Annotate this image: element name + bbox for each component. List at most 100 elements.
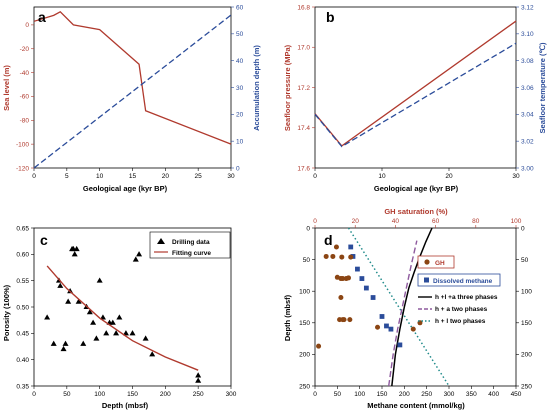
panel-d-xtick-label: 350 (466, 391, 477, 398)
panel-c-data-point (57, 282, 64, 288)
panel-d-xtick-label: 150 (377, 391, 388, 398)
panel-b-chart: 0 10 20 30 16.8 17.0 17.2 17.4 17.6 3.00 3.02 3.04 3… (297, 4, 534, 180)
panel-c-data-point (116, 314, 123, 320)
panel-c-ytick-label: 0.35 (16, 383, 29, 390)
panel-d-hl-line (347, 227, 450, 387)
panel-c-xtick-label: 150 (127, 391, 138, 398)
panel-d-xtick-label: 100 (354, 391, 365, 398)
panel-d-xlabel-top: GH saturation (%) (384, 207, 448, 216)
panel-d-dissolved-point (397, 342, 403, 348)
panel-c-data-point (75, 298, 82, 304)
panel-c-xtick-label: 200 (160, 391, 171, 398)
panel-a-xtick-label: 0 (32, 173, 36, 180)
panel-c-data-point (109, 319, 116, 325)
panel-b-ytick-label: 3.12 (521, 4, 534, 11)
panel-d-ha-line (388, 240, 418, 387)
panel-d-ytick-label: 0 (306, 225, 310, 232)
panel-c-data-point (149, 351, 156, 357)
panel-c-data-point (62, 340, 69, 346)
panel-d-dissolved-point (348, 244, 354, 250)
panel-d-top-tick-label: 100 (511, 218, 522, 225)
panel-c-xtick-label: 0 (32, 391, 36, 398)
panel-c-data-point (122, 330, 129, 336)
panel-d-xtick-label: 200 (399, 391, 410, 398)
panel-b-ytick-label: 17.2 (297, 85, 310, 92)
panel-a-xtick-label: 20 (162, 173, 170, 180)
panel-d-dissolved-point (379, 314, 385, 319)
panel-b-ytick-label: 3.08 (521, 58, 534, 65)
panel-a-ytick-label: -100 (16, 141, 29, 148)
panel-d-ytick-label: 50 (303, 257, 311, 264)
panel-a-ytick-label: -120 (16, 165, 29, 172)
panel-c-xtick-label: 50 (63, 391, 71, 398)
panel-c-data-point (44, 314, 51, 320)
legend-c-drilling: Drilling data (172, 239, 210, 246)
panel-c-ytick-label: 0.40 (16, 357, 29, 364)
panel-d-top-tick-label: 80 (472, 218, 480, 225)
panel-a-ytick-label: -40 (20, 70, 30, 77)
panel-c-data-point (136, 251, 143, 257)
panel-d-ytick-label: 50 (521, 257, 529, 264)
panel-b-xtick-label: 20 (445, 173, 453, 180)
panel-c-ytick-label: 0.65 (16, 225, 29, 232)
panel-d-ytick-label: 100 (299, 289, 310, 296)
panel-d-xtick-label: 0 (313, 391, 317, 398)
panel-a-xlabel: Geological age (kyr BP) (83, 184, 168, 193)
panel-a-xtick-label: 15 (129, 173, 137, 180)
panel-b-letter: b (326, 9, 335, 25)
panel-d-three-phase-line (391, 227, 433, 387)
panel-a-ytick-label: 40 (236, 58, 244, 65)
panel-a-ylabel-left: Sea level (m) (2, 65, 11, 111)
panel-a-ytick-label: 10 (236, 138, 244, 145)
panel-d-gh-point (346, 275, 351, 281)
panel-a-ytick-label: -80 (20, 118, 30, 125)
panel-d-dissolved-point (370, 295, 376, 300)
panel-c-data-point (60, 345, 67, 352)
panel-d-gh-point (347, 317, 353, 323)
panel-b-ytick-label: 17.4 (297, 125, 310, 132)
panel-d-gh-point (330, 253, 336, 259)
panel-c-xtick-label: 250 (193, 391, 204, 398)
panel-d-dissolved-point (359, 276, 365, 281)
panel-d-gh-point (348, 254, 354, 260)
panel-d-xtick-label: 450 (511, 391, 522, 398)
panel-c-ytick-label: 0.60 (16, 252, 29, 259)
panel-c-xtick-label: 100 (94, 391, 105, 398)
panel-a-ytick-label: -60 (20, 94, 30, 101)
panel-c-data-point (195, 377, 202, 383)
panel-d-ytick-label: 100 (521, 289, 532, 296)
panel-a-ytick-label: 50 (236, 31, 244, 38)
panel-d-gh-point (340, 276, 346, 282)
panel-c-letter: c (40, 232, 48, 248)
panel-c-data-point (71, 251, 78, 257)
panel-c-data-point (129, 330, 136, 336)
panel-b-xtick-label: 0 (313, 173, 317, 180)
panel-d-ytick-label: 250 (299, 383, 310, 390)
panel-b-ylabel-left: Seafloor pressure (MPa) (283, 44, 292, 131)
panel-d-letter: d (324, 232, 333, 248)
panel-d-dissolved-point (388, 326, 394, 332)
panel-d-frame (314, 227, 517, 387)
panel-d-ylabel: Depth (mbsf) (283, 294, 292, 341)
panel-a-ytick-label: -20 (20, 46, 30, 53)
panel-a-chart: 0 5 10 15 20 25 30 -120 -100 -80 -60 -40 -20 0 0 10 20 30… (16, 4, 244, 180)
panel-b-ytick-label: 3.00 (521, 165, 534, 172)
legend-d-dissolved: Dissolved methane (433, 278, 493, 285)
panel-c-data-point (96, 277, 103, 283)
panel-c-data-point (80, 340, 87, 346)
panel-d-gh-point (333, 244, 339, 250)
panel-a-ytick-label: 60 (236, 4, 244, 11)
panel-c-legend: Drilling data Fitting curve (149, 231, 231, 259)
panel-c-xtick-label: 300 (226, 391, 237, 398)
panel-d-top-tick-label: 40 (392, 218, 400, 225)
panel-b-ytick-label: 16.8 (297, 4, 310, 11)
panel-b-xtick-label: 30 (512, 173, 520, 180)
panel-d-gh-point (339, 254, 345, 260)
panel-c-data-point (99, 314, 106, 320)
legend-d-hl: h + l two phases (435, 318, 486, 325)
panel-d-gh-point (316, 343, 322, 349)
panel-a-xtick-label: 30 (227, 173, 235, 180)
panel-c-data-point (113, 330, 120, 336)
